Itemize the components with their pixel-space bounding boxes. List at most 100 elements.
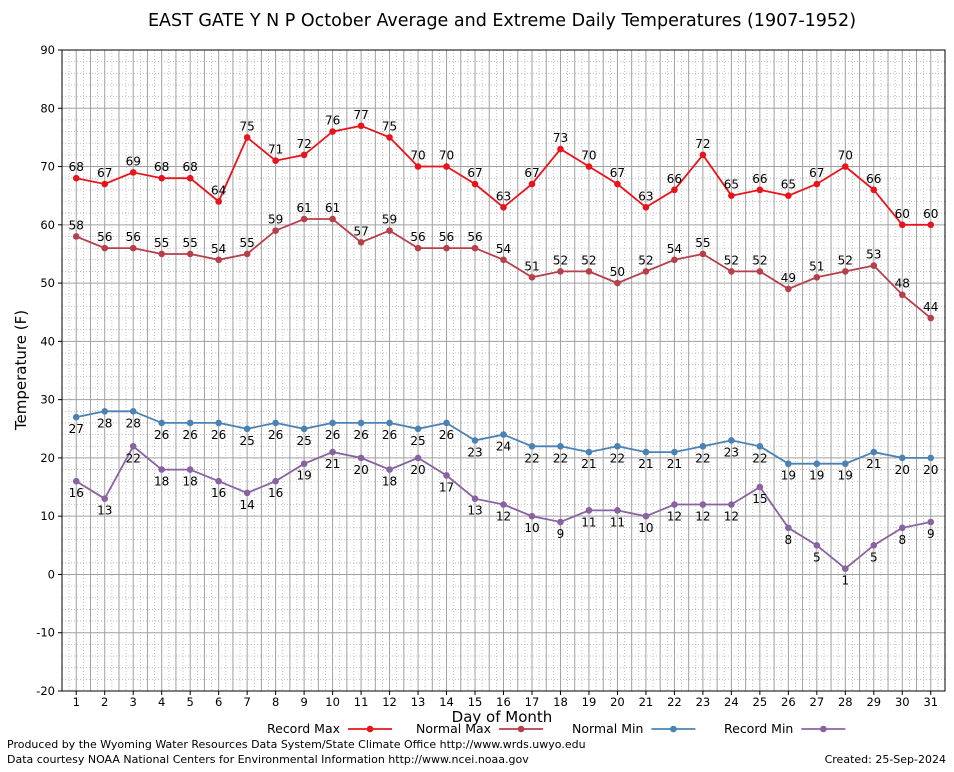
data-point-normal-min xyxy=(158,419,165,427)
data-label-record-min: 1 xyxy=(841,574,849,588)
data-label-normal-min: 19 xyxy=(781,469,796,483)
data-label-record-max: 66 xyxy=(866,172,881,186)
data-point-normal-min xyxy=(813,460,821,468)
data-point-record-min xyxy=(243,489,251,497)
data-label-normal-max: 52 xyxy=(724,253,739,267)
data-point-record-max xyxy=(243,134,251,141)
data-label-record-min: 8 xyxy=(898,533,906,547)
data-point-normal-min xyxy=(386,419,393,427)
legend: Record Max Normal Max Normal Min Record Min xyxy=(267,721,846,736)
footer-data-courtesy: Data courtesy NOAA National Centers for … xyxy=(7,753,529,766)
data-point-normal-min xyxy=(614,442,621,450)
data-label-record-max: 70 xyxy=(410,149,425,163)
data-point-record-min xyxy=(699,501,707,508)
data-point-record-max xyxy=(101,180,109,188)
data-label-record-min: 5 xyxy=(813,550,821,564)
data-label-normal-max: 50 xyxy=(610,265,625,279)
data-label-record-min: 5 xyxy=(870,550,878,564)
y-tick-label: 10 xyxy=(40,509,55,523)
data-label-record-min: 11 xyxy=(581,515,596,529)
data-point-record-min xyxy=(72,477,80,485)
data-label-normal-max: 56 xyxy=(467,230,482,244)
data-label-record-max: 70 xyxy=(581,149,596,163)
data-point-record-min xyxy=(870,542,878,549)
data-label-record-min: 9 xyxy=(927,527,935,541)
x-tick-label: 25 xyxy=(753,695,768,709)
data-label-normal-max: 52 xyxy=(553,253,568,267)
data-point-normal-max xyxy=(243,250,251,258)
data-point-record-max xyxy=(215,198,222,205)
data-point-record-max xyxy=(272,157,279,165)
data-label-normal-max: 56 xyxy=(97,230,112,244)
footer-created-date: Created: 25-Sep-2024 xyxy=(824,753,946,766)
legend-label-record-min: Record Min xyxy=(724,721,793,736)
data-point-normal-max xyxy=(471,244,479,252)
x-tick-label: 9 xyxy=(300,695,307,709)
data-point-record-min xyxy=(671,501,678,508)
data-label-normal-min: 26 xyxy=(211,428,226,442)
data-label-record-max: 64 xyxy=(211,184,226,198)
data-label-record-max: 66 xyxy=(752,172,767,186)
y-axis-label: Temperature (F) xyxy=(12,310,30,431)
data-point-normal-max xyxy=(357,239,365,246)
x-tick-label: 11 xyxy=(354,695,369,709)
grid-layer xyxy=(61,49,946,692)
data-point-normal-min xyxy=(699,442,707,450)
data-label-record-min: 9 xyxy=(557,527,565,541)
data-point-record-min xyxy=(414,454,422,462)
x-tick-label: 29 xyxy=(866,695,881,709)
data-point-record-max xyxy=(500,204,507,211)
footer-produced-by: Produced by the Wyoming Water Resources … xyxy=(7,738,586,751)
x-tick-label: 4 xyxy=(158,695,165,709)
data-point-normal-max xyxy=(699,250,707,258)
data-point-normal-max xyxy=(785,285,792,293)
data-point-record-max xyxy=(699,151,707,159)
data-label-normal-min: 19 xyxy=(838,469,853,483)
data-point-record-max xyxy=(898,221,906,229)
data-label-normal-min: 26 xyxy=(325,428,340,442)
data-label-normal-max: 54 xyxy=(211,242,226,256)
y-tick-label: 0 xyxy=(48,567,55,581)
data-label-record-min: 10 xyxy=(638,521,653,535)
data-point-record-max xyxy=(557,145,564,153)
data-label-record-max: 68 xyxy=(154,160,169,174)
data-point-normal-max xyxy=(72,233,80,240)
x-tick-label: 21 xyxy=(639,695,654,709)
data-label-normal-max: 51 xyxy=(809,259,824,273)
x-tick-label: 13 xyxy=(411,695,426,709)
x-tick-label: 26 xyxy=(781,695,796,709)
data-point-normal-max xyxy=(500,256,507,264)
data-point-normal-min xyxy=(671,448,678,456)
y-tick-label: 60 xyxy=(40,218,55,232)
data-point-record-max xyxy=(927,221,935,229)
data-point-record-min xyxy=(898,524,906,532)
data-label-normal-max: 55 xyxy=(183,236,198,250)
data-point-normal-max xyxy=(158,250,165,258)
data-label-normal-min: 20 xyxy=(923,463,938,477)
data-point-record-min xyxy=(528,512,536,520)
y-tick-label: 80 xyxy=(40,101,55,115)
legend-label-record-max: Record Max xyxy=(267,721,340,736)
data-label-normal-min: 21 xyxy=(866,457,881,471)
data-point-record-max xyxy=(386,134,393,141)
data-point-normal-min xyxy=(72,413,80,421)
x-tick-label: 27 xyxy=(810,695,825,709)
data-label-normal-max: 61 xyxy=(325,201,340,215)
data-label-normal-max: 54 xyxy=(496,242,511,256)
data-point-normal-max xyxy=(671,256,678,264)
data-label-normal-min: 26 xyxy=(183,428,198,442)
data-label-normal-min: 27 xyxy=(69,422,84,436)
data-label-record-min: 13 xyxy=(467,504,482,518)
data-point-record-max xyxy=(614,180,621,188)
data-label-normal-max: 57 xyxy=(353,224,368,238)
data-label-record-max: 72 xyxy=(296,137,311,151)
data-point-record-min xyxy=(272,477,279,485)
chart-title: EAST GATE Y N P October Average and Extr… xyxy=(148,11,856,31)
data-label-record-min: 10 xyxy=(524,521,539,535)
y-tick-label: 20 xyxy=(40,451,55,465)
x-tick-label: 3 xyxy=(130,695,137,709)
data-label-record-min: 13 xyxy=(97,504,112,518)
data-point-record-max xyxy=(471,180,479,188)
